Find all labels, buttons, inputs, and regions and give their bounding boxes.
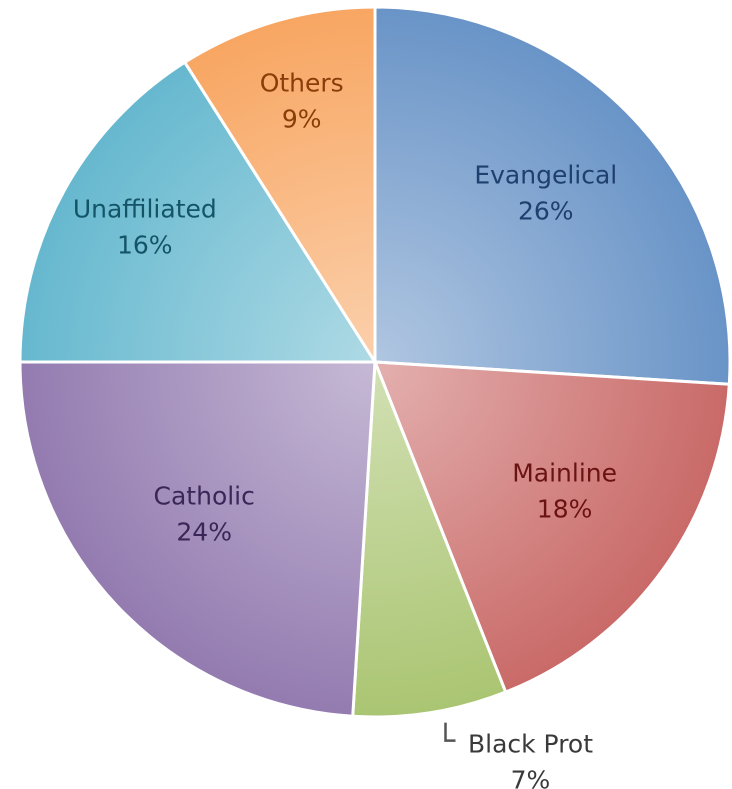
slice-label-black-prot: Black Prot bbox=[468, 730, 593, 759]
pie-slices bbox=[18, 5, 732, 719]
slice-label-evangelical: Evangelical bbox=[474, 161, 617, 190]
slice-value-black-prot: 7% bbox=[511, 766, 551, 789]
pie-slice-catholic bbox=[18, 360, 377, 718]
pie-slice-unaffiliated bbox=[18, 60, 378, 364]
slice-label-mainline: Mainline bbox=[512, 459, 617, 488]
slice-label-unaffiliated: Unaffiliated bbox=[73, 194, 217, 223]
slice-label-others: Others bbox=[260, 69, 344, 98]
slice-value-evangelical: 26% bbox=[518, 197, 574, 226]
pie-slice-evangelical bbox=[373, 5, 732, 386]
pie-slice-mainline bbox=[372, 360, 731, 695]
pie-slice-black-prot bbox=[351, 361, 508, 719]
pie-slice-others bbox=[182, 5, 377, 368]
leader-line-black-prot bbox=[444, 722, 456, 742]
slice-value-others: 9% bbox=[282, 105, 322, 134]
leader-lines bbox=[444, 722, 456, 742]
slice-value-mainline: 18% bbox=[537, 495, 593, 524]
slice-value-unaffiliated: 16% bbox=[117, 230, 173, 259]
slice-value-catholic: 24% bbox=[176, 517, 232, 546]
slice-label-catholic: Catholic bbox=[154, 481, 255, 510]
slice-labels: Evangelical 26% Mainline 18% Black Prot 7% Cat… bbox=[73, 69, 617, 789]
